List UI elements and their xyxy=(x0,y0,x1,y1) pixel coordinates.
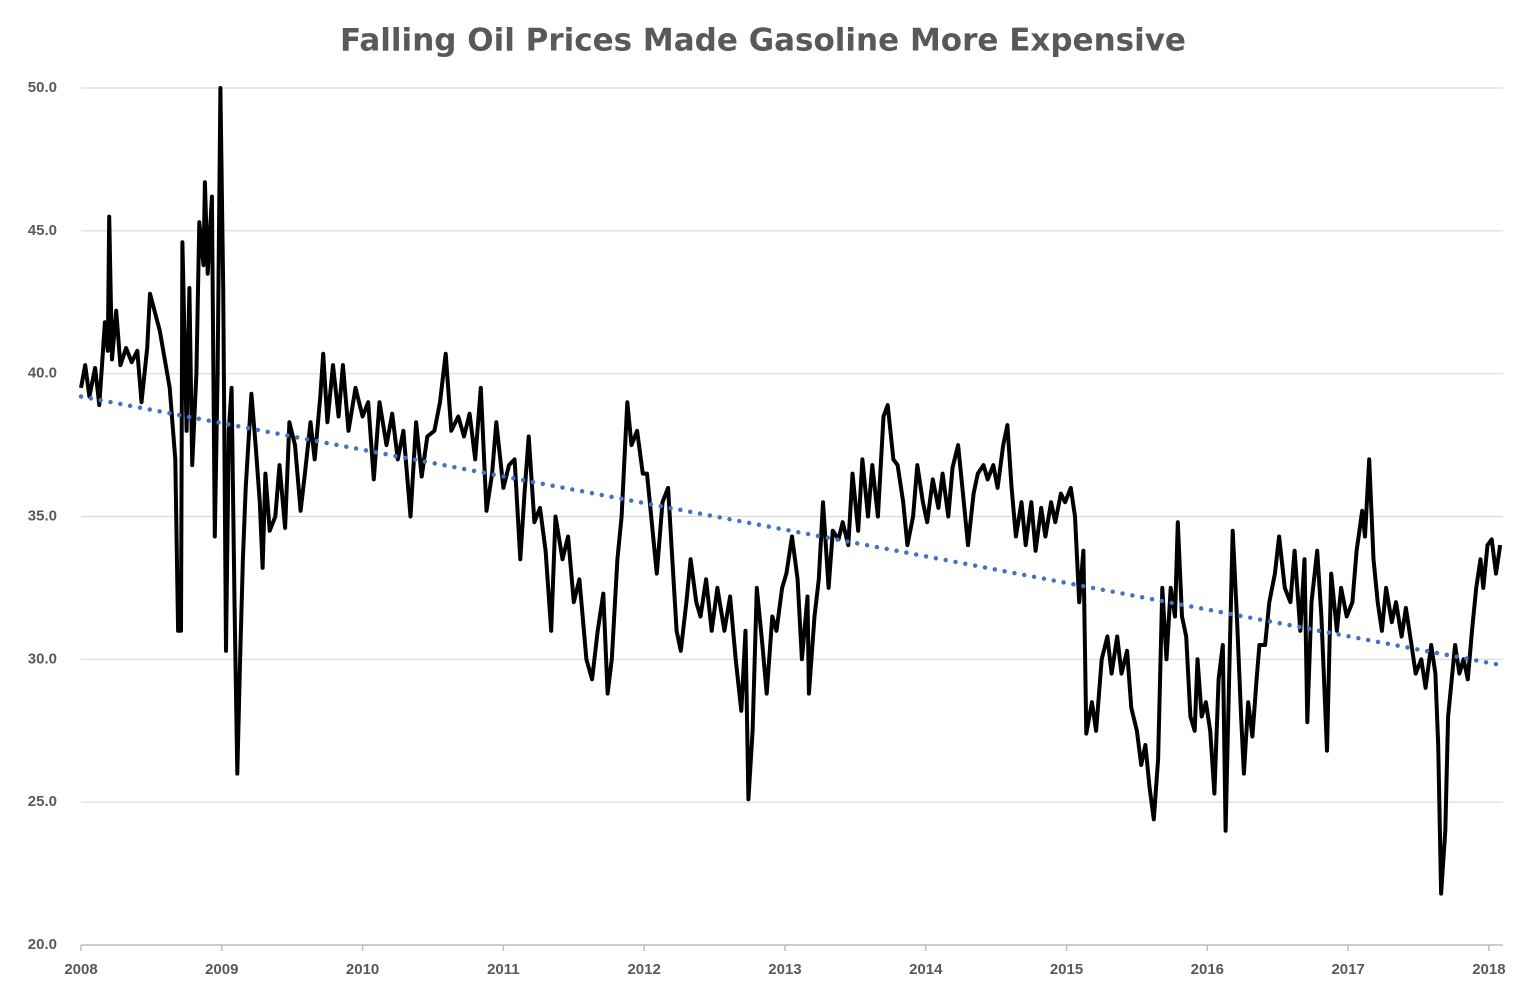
y-tick-label: 35.0 xyxy=(28,507,57,524)
y-tick-label: 20.0 xyxy=(28,936,57,953)
x-tick-label: 2008 xyxy=(64,961,97,978)
data-line xyxy=(79,86,1503,896)
chart-title: Falling Oil Prices Made Gasoline More Ex… xyxy=(340,23,1186,59)
x-tick-label: 2016 xyxy=(1191,961,1224,978)
x-tick-label: 2011 xyxy=(487,961,520,978)
y-tick-label: 30.0 xyxy=(28,650,57,667)
y-tick-label: 40.0 xyxy=(28,365,57,382)
trend-line xyxy=(78,394,1503,668)
y-tick-label: 45.0 xyxy=(28,222,57,239)
x-tick-label: 2015 xyxy=(1050,961,1083,978)
x-tick-label: 2013 xyxy=(768,961,801,978)
x-tick-label: 2014 xyxy=(909,961,943,978)
x-tick-label: 2017 xyxy=(1331,961,1364,978)
x-tick-label: 2018 xyxy=(1472,961,1505,978)
x-tick-label: 2012 xyxy=(627,961,660,978)
y-tick-label: 25.0 xyxy=(28,793,57,810)
x-tick-label: 2010 xyxy=(346,961,379,978)
y-tick-label: 50.0 xyxy=(28,79,57,96)
x-tick-label: 2009 xyxy=(205,961,238,978)
